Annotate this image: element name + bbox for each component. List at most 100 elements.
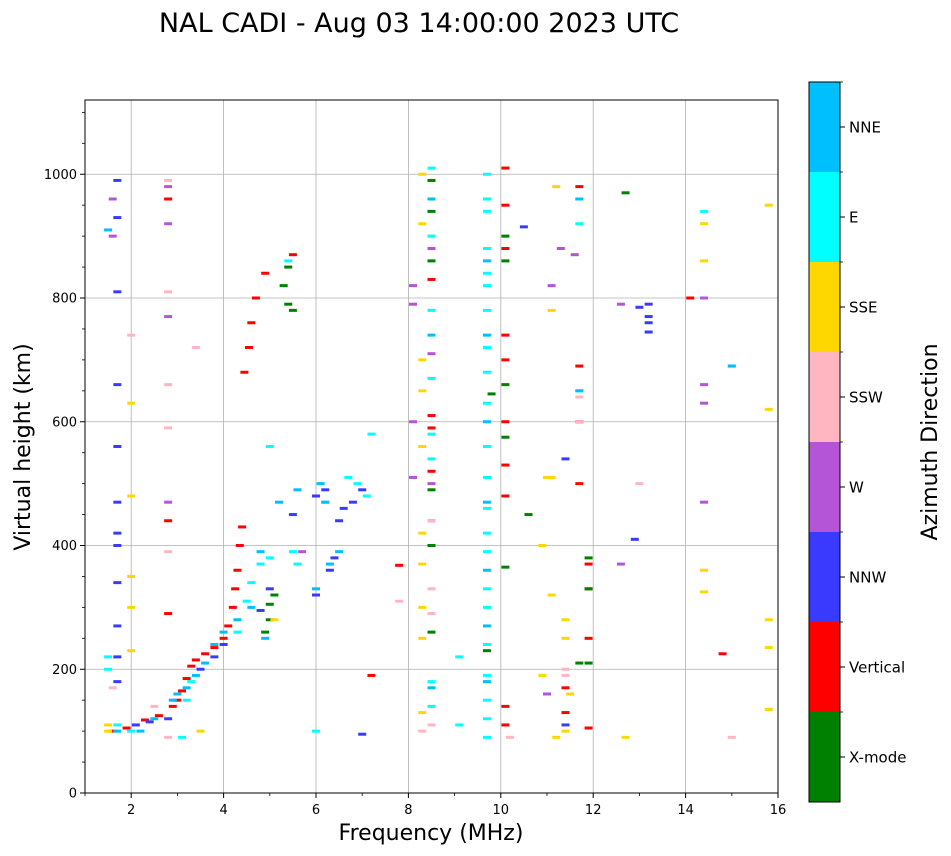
data-point-w: [164, 222, 173, 226]
data-point-nnw: [131, 723, 140, 727]
data-point-vertical: [501, 247, 510, 250]
data-point-vertical: [584, 636, 593, 640]
data-point-x-mode: [501, 259, 510, 263]
data-point-e: [367, 432, 376, 436]
chart-title: NAL CADI - Aug 03 14:00:00 2023 UTC: [159, 8, 679, 39]
data-point-e: [127, 729, 136, 733]
data-point-nnw: [321, 488, 330, 492]
data-point-e: [482, 401, 491, 405]
data-point-nne: [261, 636, 270, 640]
data-point-nne: [427, 686, 436, 690]
data-point-nne: [191, 673, 200, 677]
data-point-nnw: [113, 290, 122, 294]
data-point-ssw: [127, 333, 136, 337]
data-point-nne: [335, 550, 344, 554]
data-point-nnw: [196, 667, 205, 671]
data-point-vertical: [164, 612, 173, 616]
data-point-nne: [247, 605, 256, 609]
data-point-nnw: [644, 330, 653, 334]
data-point-sse: [127, 494, 136, 498]
data-point-e: [104, 655, 113, 659]
data-point-nnw: [561, 457, 570, 461]
data-point-sse: [547, 475, 556, 479]
data-point-e: [482, 475, 491, 479]
data-point-vertical: [164, 197, 173, 201]
data-point-w: [543, 692, 551, 696]
data-point-sse: [104, 723, 113, 727]
data-point-vertical: [201, 652, 210, 656]
x-tick-label: 2: [127, 803, 135, 818]
data-point-vertical: [395, 563, 404, 567]
data-point-vertical: [219, 636, 228, 640]
data-point-sse: [700, 259, 709, 263]
data-point-x-mode: [621, 191, 630, 195]
data-point-nnw: [113, 178, 122, 182]
data-point-e: [482, 445, 491, 448]
data-point-sse: [764, 407, 773, 411]
data-point-x-mode: [284, 265, 293, 269]
data-point-e: [700, 209, 709, 213]
x-tick-label: 16: [770, 803, 787, 818]
colorbar-segment: [809, 442, 840, 532]
data-point-e: [482, 717, 491, 721]
data-point-sse: [196, 729, 205, 733]
data-point-vertical: [238, 525, 247, 529]
data-point-sse: [700, 568, 709, 572]
x-tick-label: 8: [404, 803, 412, 818]
data-point-x-mode: [427, 630, 436, 634]
data-point-ssw: [164, 426, 173, 430]
data-point-w: [108, 197, 117, 201]
data-point-x-mode: [427, 209, 436, 213]
data-point-sse: [418, 358, 427, 362]
data-point-nnw: [312, 494, 320, 498]
data-point-ssw: [164, 550, 173, 554]
data-point-ssw: [427, 519, 436, 523]
data-point-nne: [482, 680, 491, 684]
y-tick-label: 800: [52, 292, 77, 307]
data-point-x-mode: [501, 565, 510, 569]
data-point-sse: [538, 544, 547, 547]
y-tick-label: 0: [69, 787, 77, 802]
data-point-sse: [418, 605, 427, 609]
data-point-nnw: [113, 531, 122, 535]
data-point-nnw: [113, 544, 122, 547]
data-point-nne: [210, 643, 219, 646]
data-point-nnw: [113, 445, 122, 448]
colorbar-segment: [809, 712, 840, 802]
data-point-w: [298, 550, 307, 554]
data-point-sse: [270, 618, 279, 622]
data-point-vertical: [718, 652, 727, 656]
data-point-vertical: [164, 519, 173, 523]
data-point-vertical: [168, 704, 177, 708]
data-point-nnw: [164, 717, 173, 721]
data-point-e: [482, 209, 491, 213]
data-point-nnw: [265, 587, 274, 591]
data-point-w: [616, 302, 625, 306]
y-axis-label: Virtual height (km): [11, 343, 36, 550]
data-point-vertical: [584, 562, 593, 566]
data-point-e: [482, 698, 491, 702]
data-point-e: [482, 587, 491, 591]
data-point-sse: [700, 222, 709, 226]
data-point-w: [164, 185, 173, 189]
data-point-w: [700, 383, 709, 387]
colorbar-label: W: [849, 479, 864, 497]
data-point-e: [427, 432, 436, 436]
data-point-ssw: [164, 735, 173, 739]
data-point-e: [482, 531, 491, 535]
data-point-sse: [418, 445, 427, 448]
data-point-nnw: [219, 643, 228, 646]
data-point-e: [284, 259, 293, 263]
x-tick-label: 6: [312, 803, 320, 818]
data-point-w: [700, 401, 709, 405]
data-point-vertical: [122, 726, 131, 730]
data-point-ssw: [418, 729, 427, 733]
data-point-vertical: [245, 346, 254, 349]
colorbar-label: Vertical: [849, 659, 905, 677]
data-point-x-mode: [482, 649, 491, 653]
data-point-vertical: [228, 605, 237, 609]
data-point-e: [265, 556, 274, 560]
data-point-ssw: [164, 290, 173, 294]
data-point-e: [427, 680, 436, 684]
